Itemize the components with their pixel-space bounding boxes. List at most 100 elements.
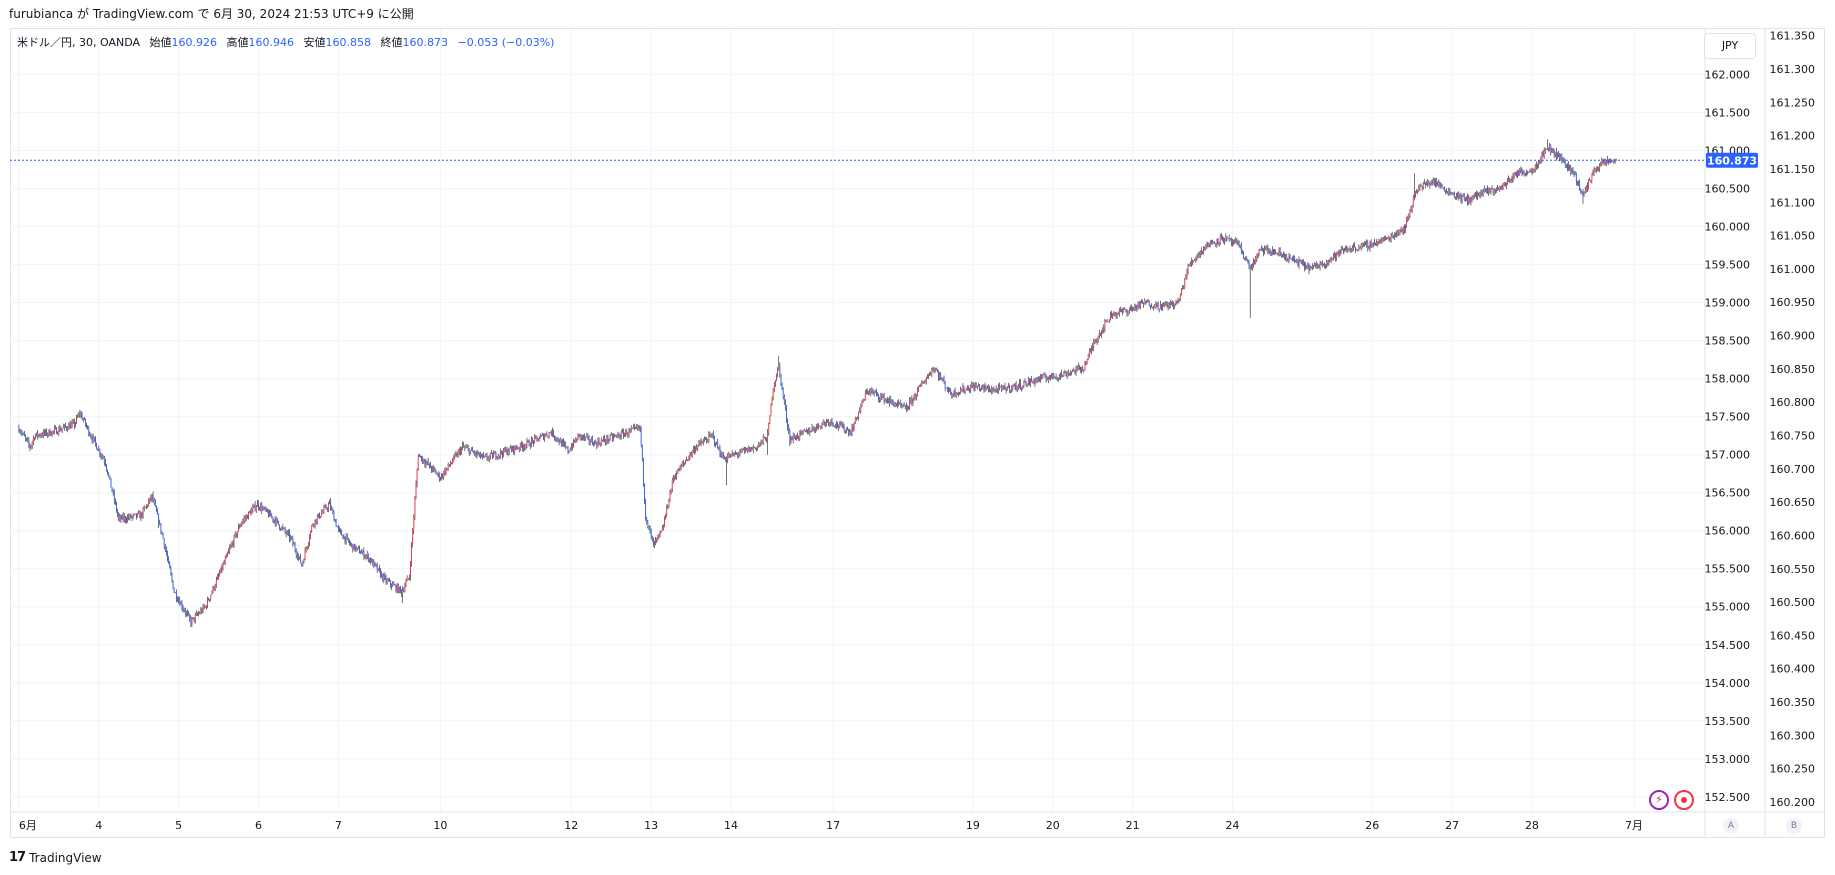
candle-body	[1477, 194, 1479, 198]
candle-body	[351, 544, 353, 545]
candle-body	[1362, 243, 1364, 245]
candle-body	[1575, 174, 1577, 183]
candle-body	[529, 445, 531, 447]
candle-body	[1437, 184, 1439, 186]
candle-body	[29, 444, 31, 448]
candle-body	[614, 435, 616, 437]
candle-body	[551, 430, 553, 435]
candle-body	[326, 508, 328, 510]
lightning-icon[interactable]: ⚡	[1649, 790, 1669, 810]
candle-body	[776, 376, 777, 381]
candle-body	[647, 522, 649, 527]
candle-body	[1460, 195, 1462, 201]
candle-body	[1583, 192, 1585, 196]
outer-axis-tick-label: 161.250	[1770, 96, 1816, 109]
candle-body	[953, 390, 955, 396]
outer-price-axis: 161.350161.300161.250161.200161.150161.1…	[1770, 30, 1816, 809]
candle-body	[1207, 242, 1209, 247]
candle-body	[93, 436, 95, 439]
candle-body	[37, 432, 39, 437]
candle-body	[132, 514, 134, 517]
candle-body	[560, 440, 562, 446]
candle-body	[22, 433, 24, 435]
candle-body	[571, 446, 573, 448]
candle-body	[49, 430, 51, 436]
candle-body	[1390, 235, 1392, 240]
candle-body	[1589, 179, 1591, 181]
candle-body	[441, 474, 442, 480]
candle-body	[824, 422, 826, 425]
candle-body	[797, 435, 799, 438]
candle-body	[281, 527, 283, 530]
candle-body	[573, 440, 574, 448]
candle-body	[505, 449, 507, 452]
candle-body	[772, 388, 774, 400]
candle-body	[527, 441, 529, 442]
candle-body	[676, 474, 678, 478]
candle-body	[1301, 260, 1303, 265]
candle-body	[197, 613, 198, 615]
candle-body	[558, 440, 560, 443]
candle-body	[1005, 388, 1007, 391]
scale-b-button[interactable]: B	[1786, 818, 1802, 834]
candle-body	[646, 518, 648, 523]
candle-body	[1270, 251, 1272, 253]
candle-body	[283, 527, 285, 529]
candle-body	[97, 449, 99, 451]
candle-body	[634, 426, 635, 428]
candle-body	[165, 549, 167, 555]
candle-body	[720, 453, 722, 458]
candle-body	[700, 441, 702, 444]
candle-body	[852, 427, 854, 430]
record-icon[interactable]	[1674, 790, 1694, 810]
last-price-label: 160.873	[1707, 154, 1757, 167]
candle-body	[1449, 190, 1451, 194]
candle-body	[1479, 193, 1481, 196]
candle-body	[1084, 363, 1086, 371]
candle-body	[1170, 301, 1172, 304]
candle-body	[1325, 264, 1327, 266]
candle-body	[820, 426, 822, 428]
candle-body	[1359, 247, 1361, 249]
candle-body	[1357, 249, 1359, 250]
candle-body	[1174, 303, 1176, 307]
candle-body	[1099, 333, 1101, 336]
candle-body	[1603, 160, 1605, 163]
candle-body	[417, 457, 419, 470]
candle-body	[677, 468, 679, 475]
candle-body	[509, 447, 511, 449]
candle-body	[1212, 242, 1213, 244]
candle-body	[1291, 258, 1293, 259]
candle-body	[62, 427, 64, 429]
tradingview-logo[interactable]: 17 TradingView	[9, 850, 102, 865]
currency-button[interactable]: JPY	[1704, 33, 1756, 59]
time-axis-tick-label: 28	[1525, 819, 1539, 832]
low-label: 安値	[303, 36, 326, 49]
candle-body	[877, 392, 878, 395]
candle-body	[1034, 380, 1036, 384]
candle-body	[1275, 251, 1277, 254]
candle-body	[479, 452, 481, 458]
candle-body	[661, 528, 663, 531]
candle-body	[855, 417, 857, 418]
candle-body	[1143, 303, 1145, 305]
candle-body	[954, 390, 956, 396]
candle-body	[1103, 327, 1105, 330]
candle-body	[523, 446, 525, 449]
time-axis-tick-label: 6	[255, 819, 262, 832]
candle-body	[828, 421, 830, 424]
scale-a-button[interactable]: A	[1723, 818, 1739, 834]
candle-body	[873, 392, 875, 394]
tradingview-logo-icon: 17	[9, 850, 26, 865]
candle-body	[778, 365, 780, 370]
candle-body	[951, 394, 953, 396]
candle-body	[38, 434, 40, 437]
candle-body	[295, 550, 297, 555]
candle-body	[536, 436, 538, 439]
candle-body	[1337, 252, 1339, 256]
candle-body	[272, 517, 274, 521]
candle-body	[1202, 252, 1203, 253]
candle-body	[27, 439, 29, 441]
candle-body	[1615, 160, 1617, 161]
